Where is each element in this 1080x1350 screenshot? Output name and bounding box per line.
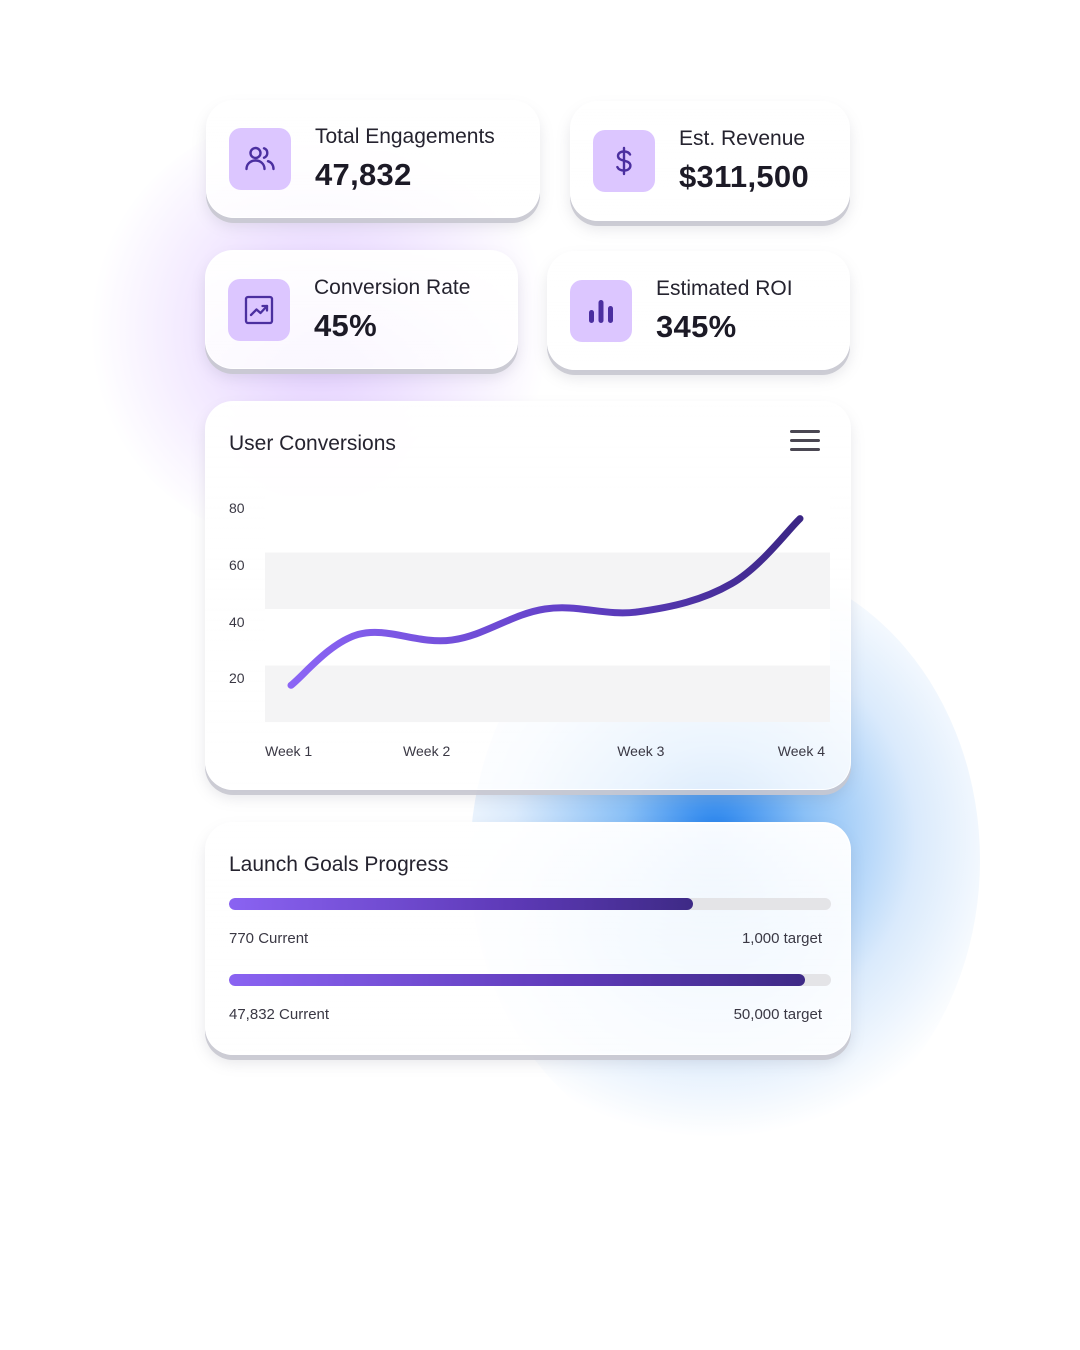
- stat-label: Total Engagements: [315, 125, 495, 148]
- progress-target: 50,000 target: [733, 1006, 822, 1023]
- y-tick-label: 40: [229, 614, 245, 630]
- y-tick-label: 20: [229, 670, 245, 686]
- stat-value: $311,500: [679, 159, 809, 194]
- stat-card-total-engagements[interactable]: Total Engagements 47,832: [206, 100, 540, 218]
- line-chart: 80 60 40 20 Week 1 Week 2 Week 3 Week 4: [229, 496, 830, 759]
- trend-chart-icon: [228, 278, 290, 341]
- stat-card-estimated-roi[interactable]: Estimated ROI 345%: [547, 251, 850, 370]
- grid-band: [265, 552, 830, 609]
- stat-label: Est. Revenue: [679, 127, 806, 150]
- dollar-icon: [593, 130, 655, 192]
- stat-card-est-revenue[interactable]: Est. Revenue $311,500: [570, 101, 850, 221]
- stat-label: Estimated ROI: [656, 276, 793, 300]
- stat-value: 45%: [314, 307, 377, 343]
- chart-title: User Conversions: [229, 432, 396, 455]
- y-tick-label: 60: [229, 557, 245, 573]
- stat-card-conversion-rate[interactable]: Conversion Rate 45%: [205, 250, 518, 369]
- bar-chart-icon: [570, 279, 632, 342]
- stat-value: 345%: [656, 308, 737, 344]
- stat-label: Conversion Rate: [314, 275, 471, 299]
- stat-value: 47,832: [315, 157, 412, 192]
- x-tick-label: Week 3: [617, 743, 664, 759]
- progress-current: 770 Current: [229, 930, 309, 947]
- x-tick-label: Week 4: [778, 743, 825, 759]
- launch-goals-card: Launch Goals Progress 770 Current 1,000 …: [205, 822, 851, 1055]
- grid-band: [265, 665, 830, 722]
- goals-title: Launch Goals Progress: [229, 853, 449, 876]
- progress-bar: [229, 974, 831, 986]
- y-tick-label: 80: [229, 500, 245, 516]
- x-tick-label: Week 1: [265, 743, 312, 759]
- series-line: [287, 515, 804, 689]
- users-icon: [229, 128, 291, 190]
- x-tick-label: Week 2: [403, 743, 450, 759]
- progress-target: 1,000 target: [741, 930, 822, 947]
- progress-fill: [229, 898, 693, 910]
- progress-current: 47,832 Current: [229, 1006, 330, 1023]
- progress-bar: [229, 898, 831, 910]
- grid-band: [265, 496, 830, 553]
- progress-fill: [229, 974, 805, 986]
- user-conversions-card: User Conversions 80 60 40 20 Week 1 Week 2 We…: [205, 401, 851, 790]
- hamburger-menu-icon[interactable]: [790, 430, 820, 452]
